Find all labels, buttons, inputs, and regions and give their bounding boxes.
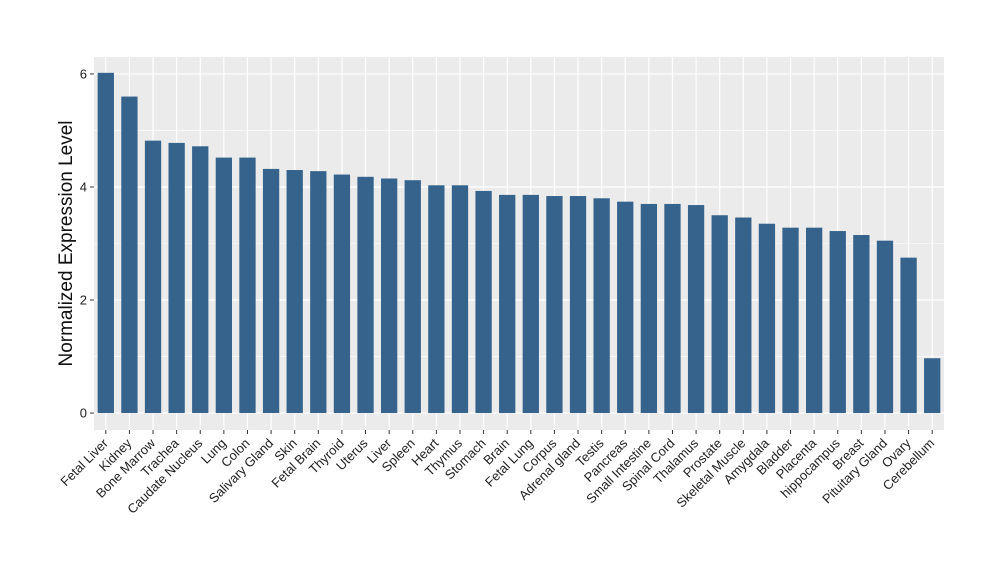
bar xyxy=(380,178,398,414)
bar xyxy=(924,358,941,414)
bar xyxy=(404,180,421,414)
y-tick-label: 6 xyxy=(80,66,87,81)
bar xyxy=(475,190,492,414)
bar xyxy=(805,227,823,414)
bar xyxy=(853,235,870,414)
bar xyxy=(711,215,728,414)
bar xyxy=(876,240,894,414)
bar xyxy=(735,217,752,414)
bar xyxy=(121,96,138,414)
bar xyxy=(593,198,610,414)
bar xyxy=(617,201,634,414)
bar xyxy=(546,196,563,414)
bar xyxy=(310,171,327,414)
y-tick-label: 2 xyxy=(80,293,87,308)
bar xyxy=(664,203,681,414)
bar xyxy=(900,257,917,414)
bar xyxy=(286,170,303,414)
bar xyxy=(192,146,209,414)
bar xyxy=(357,176,374,414)
y-axis: 0 2 4 6 xyxy=(80,66,94,421)
bar xyxy=(499,194,516,414)
bars xyxy=(97,72,941,414)
bar xyxy=(782,227,799,414)
bar xyxy=(97,72,114,414)
bar xyxy=(262,168,280,414)
bar xyxy=(640,203,658,414)
y-axis-title: Normalized Expression Level xyxy=(56,120,77,366)
bar xyxy=(687,205,705,414)
bar xyxy=(522,194,539,414)
y-tick-label: 0 xyxy=(80,406,87,421)
bar xyxy=(239,157,256,414)
bar xyxy=(829,231,846,414)
bar xyxy=(428,185,445,414)
bar xyxy=(333,174,351,414)
y-tick-label: 4 xyxy=(80,179,87,194)
bar xyxy=(758,223,776,414)
bar xyxy=(215,157,233,414)
bar xyxy=(168,142,185,414)
bar xyxy=(144,140,162,414)
bar xyxy=(569,196,587,414)
bar xyxy=(451,185,469,414)
